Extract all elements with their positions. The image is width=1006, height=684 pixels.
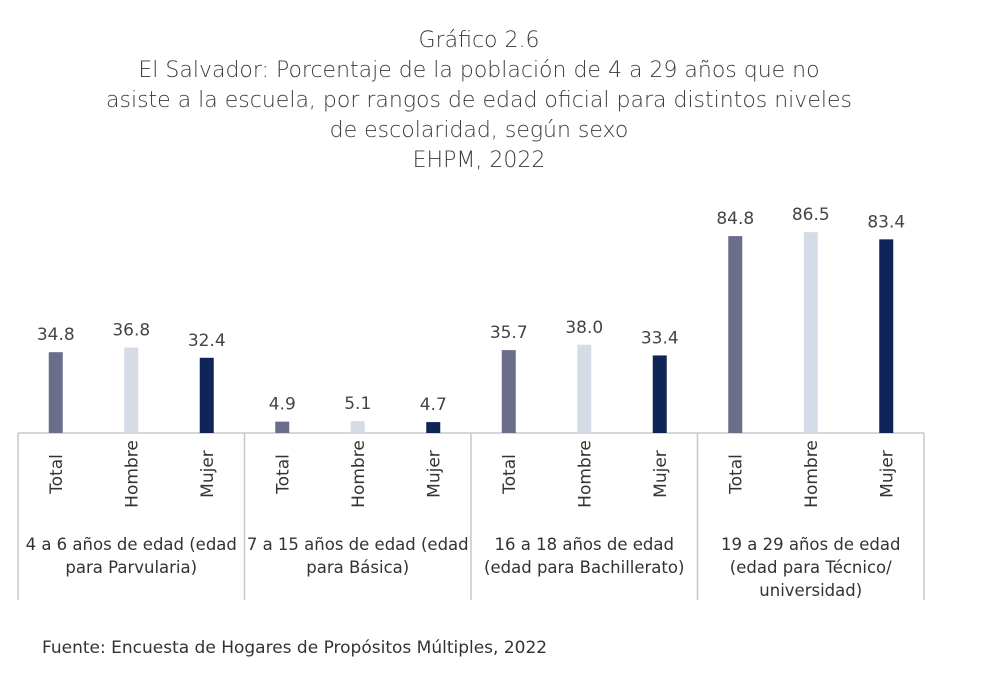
- category-tick-label: Hombre: [349, 440, 369, 508]
- group-label: 16 a 18 años de edad: [495, 535, 674, 554]
- data-label: 4.7: [420, 395, 447, 415]
- category-tick-label: Total: [47, 454, 67, 495]
- category-tick-label: Mujer: [877, 450, 897, 498]
- category-tick-label: Total: [500, 454, 520, 495]
- data-label: 5.1: [344, 394, 371, 414]
- group-label: para Básica): [306, 558, 409, 577]
- category-tick-label: Hombre: [575, 440, 595, 508]
- bar-total: [501, 350, 516, 433]
- data-label: 34.8: [37, 325, 75, 345]
- data-label: 36.8: [112, 321, 150, 341]
- category-tick-label: Mujer: [424, 450, 444, 498]
- source-note: Fuente: Encuesta de Hogares de Propósito…: [42, 638, 548, 658]
- chart-title-line: asiste a la escuela, por rangos de edad …: [106, 88, 852, 113]
- category-tick-label: Total: [273, 454, 293, 495]
- category-tick-label: Hombre: [802, 440, 822, 508]
- bar-total: [728, 236, 743, 433]
- data-label: 83.4: [867, 212, 905, 232]
- chart-title: Gráfico 2.6 El Salvador: Porcentaje de l…: [0, 26, 958, 176]
- group-label: 7 a 15 años de edad (edad: [247, 535, 469, 554]
- bar-mujer: [652, 355, 667, 433]
- chart-title-line: El Salvador: Porcentaje de la población …: [138, 58, 820, 83]
- bar-total: [48, 352, 63, 433]
- data-label: 4.9: [269, 395, 296, 415]
- group-label: (edad para Técnico/: [730, 558, 892, 577]
- group-label: (edad para Bachillerato): [484, 558, 684, 577]
- group-label: universidad): [759, 581, 862, 600]
- chart-title-line: Gráfico 2.6: [418, 28, 540, 53]
- bar-total: [275, 421, 290, 433]
- group-label: 19 a 29 años de edad: [721, 535, 900, 554]
- group-label: para Parvularia): [65, 558, 197, 577]
- category-tick-label: Mujer: [198, 450, 218, 498]
- data-label: 33.4: [641, 328, 679, 348]
- bar-hombre: [577, 344, 592, 433]
- data-label: 32.4: [188, 331, 226, 351]
- data-label: 86.5: [792, 205, 830, 225]
- bar-mujer: [879, 239, 894, 433]
- chart-title-line: de escolaridad, según sexo: [329, 118, 629, 143]
- bar-hombre: [350, 421, 365, 433]
- category-tick-label: Total: [726, 454, 746, 495]
- category-tick-label: Mujer: [651, 450, 671, 498]
- data-label: 84.8: [716, 209, 754, 229]
- bar-mujer: [426, 422, 441, 433]
- bar-hombre: [124, 347, 139, 433]
- group-label: 4 a 6 años de edad (edad: [26, 535, 237, 554]
- data-label: 38.0: [565, 318, 603, 338]
- bar-mujer: [199, 357, 214, 433]
- bar-hombre: [803, 232, 818, 433]
- chart-title-line: EHPM, 2022: [412, 148, 546, 173]
- data-label: 35.7: [490, 323, 528, 343]
- category-tick-label: Hombre: [122, 440, 142, 508]
